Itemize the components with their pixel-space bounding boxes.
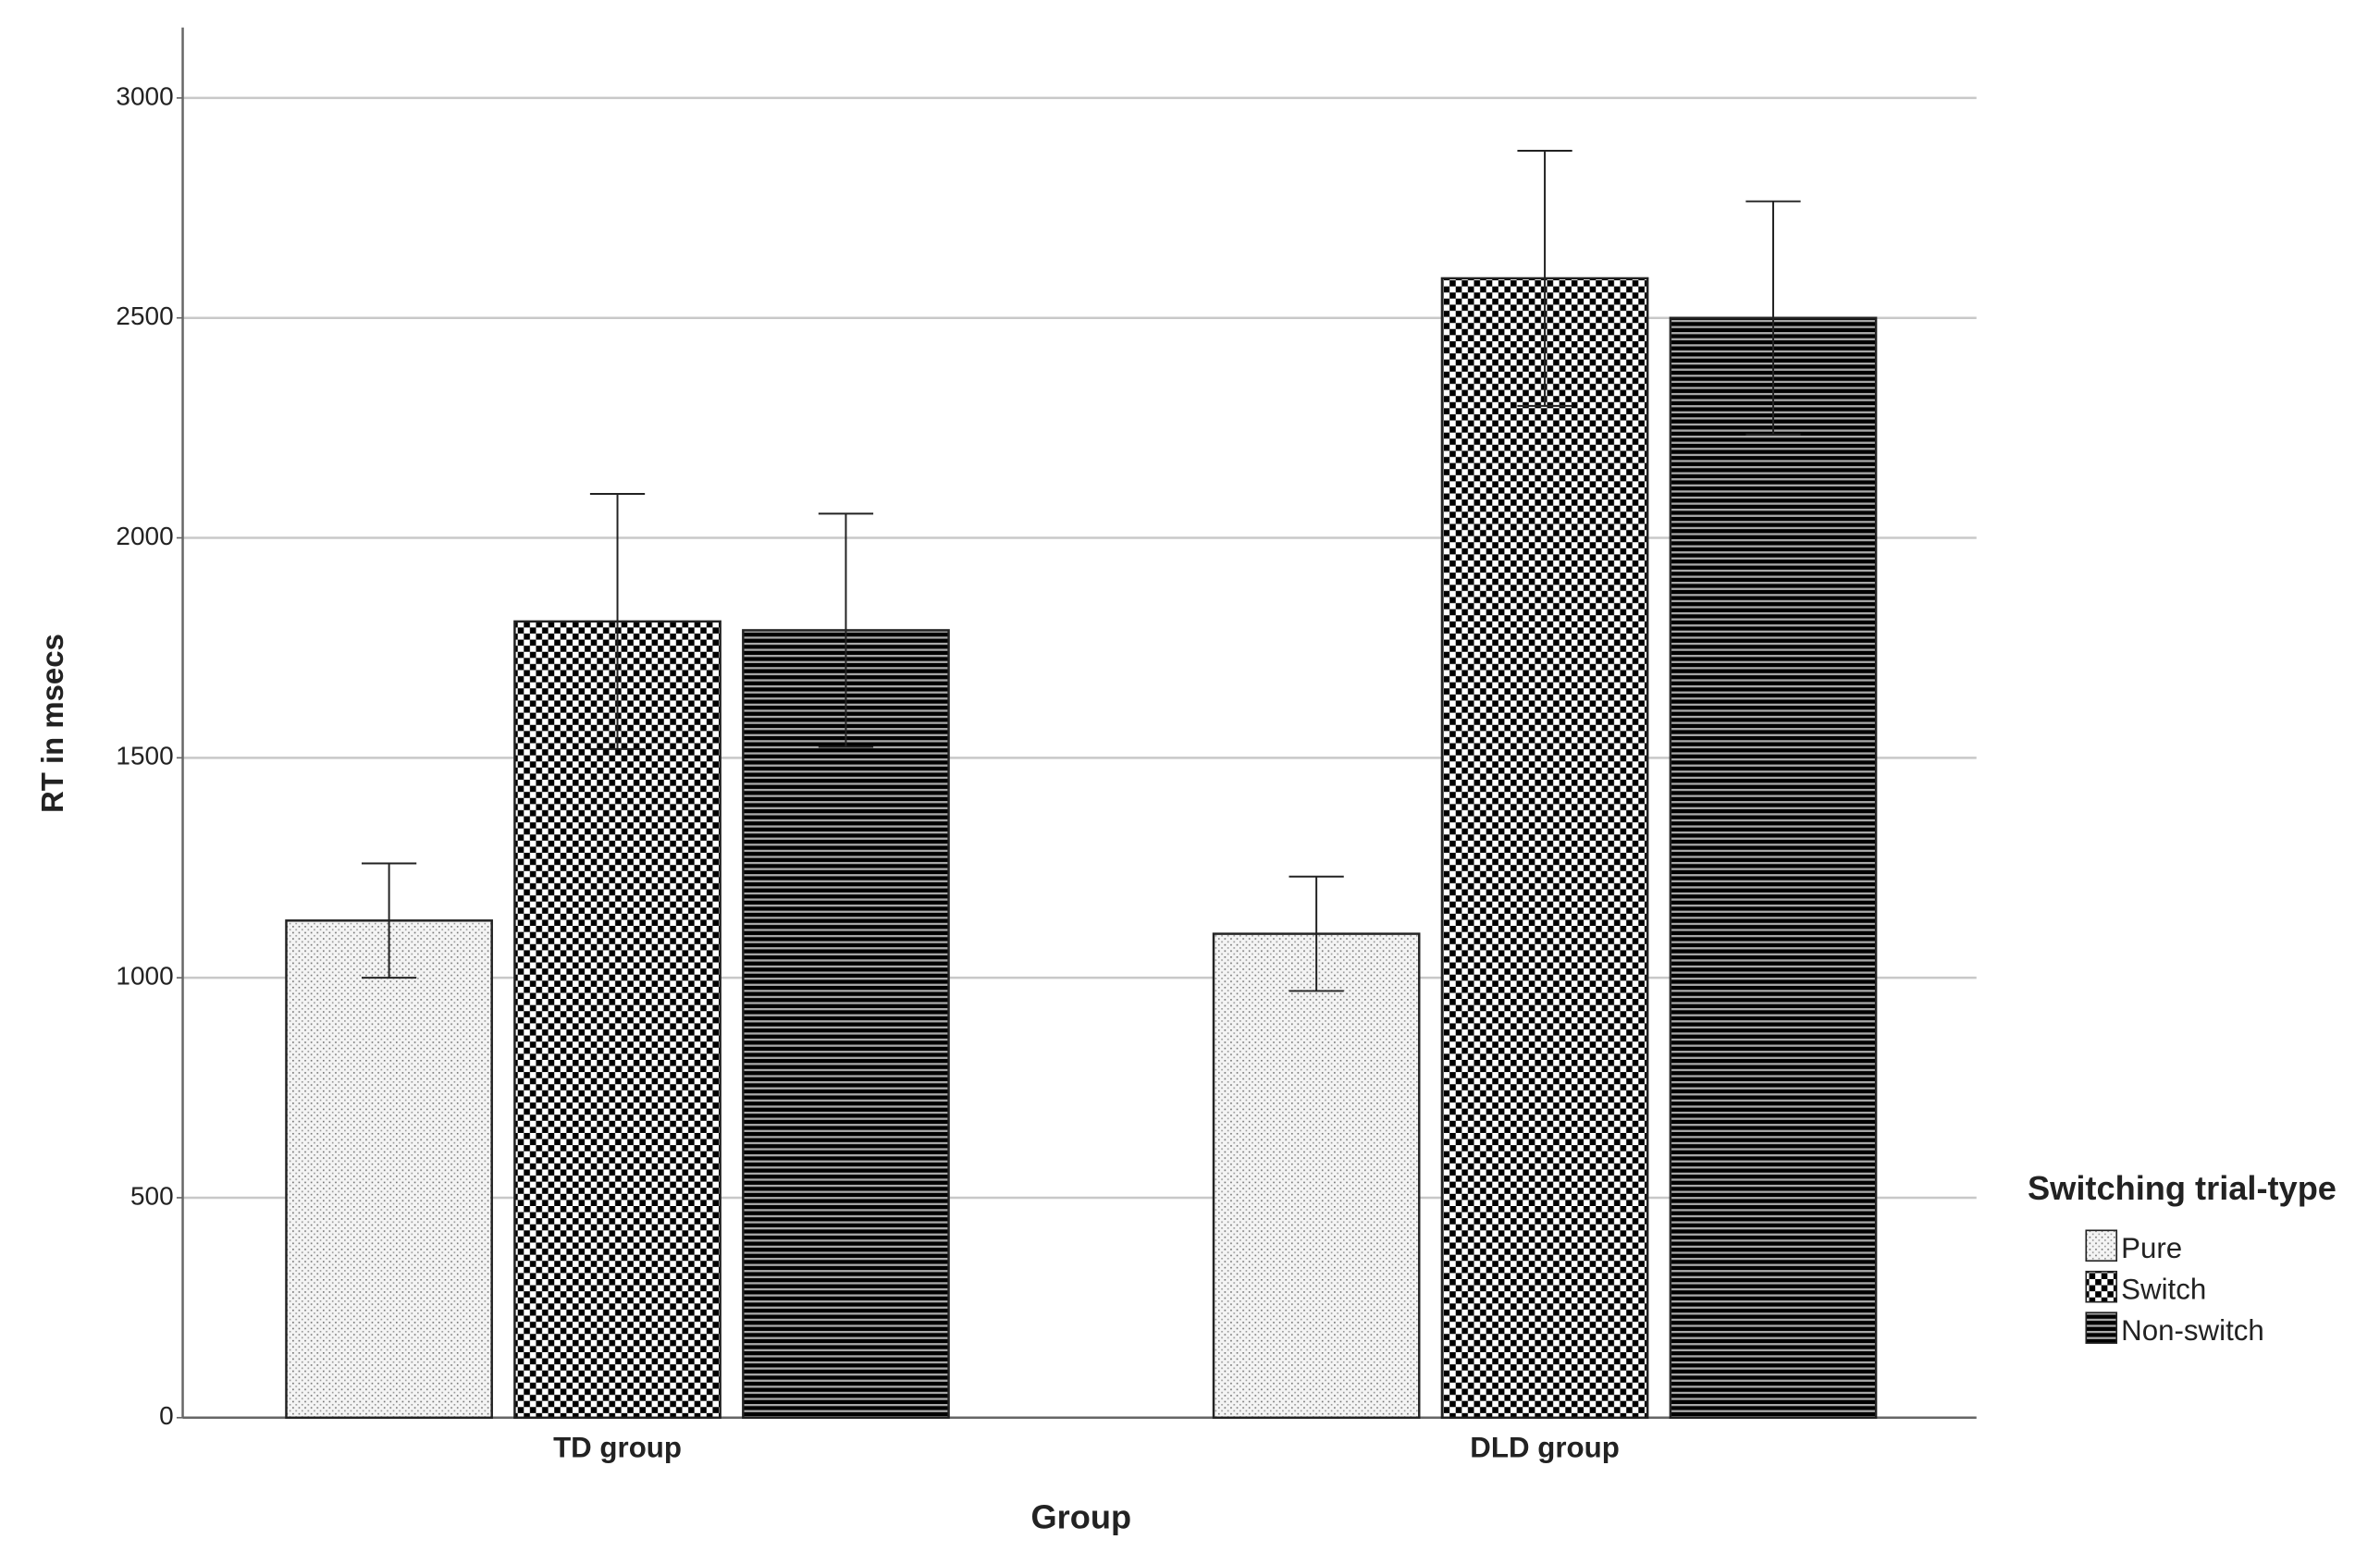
bar (1212, 932, 1421, 1420)
y-tick-label: 0 (159, 1401, 174, 1430)
y-tick-label: 1000 (116, 962, 173, 991)
y-tick-label: 1500 (116, 742, 173, 770)
legend-swatch (2085, 1229, 2118, 1262)
x-tick-label: TD group (553, 1432, 682, 1464)
legend-label: Non-switch (2121, 1314, 2264, 1347)
legend-label: Pure (2121, 1232, 2182, 1264)
legend-swatch (2085, 1312, 2118, 1344)
y-tick-label: 500 (130, 1181, 174, 1210)
bar (1669, 316, 1878, 1420)
y-tick-label: 2000 (116, 522, 173, 550)
x-axis-label: Group (1031, 1498, 1132, 1536)
bar (285, 919, 493, 1420)
bar (1440, 277, 1649, 1420)
y-axis-label: RT in msecs (35, 634, 69, 813)
y-tick-label: 3000 (116, 81, 173, 110)
legend-title: Switching trial-type (2028, 1169, 2337, 1207)
legend-label: Switch (2121, 1273, 2206, 1305)
legend-swatch (2085, 1270, 2118, 1303)
bar (742, 629, 950, 1420)
x-tick-label: DLD group (1470, 1432, 1620, 1464)
y-tick-label: 2500 (116, 302, 173, 330)
